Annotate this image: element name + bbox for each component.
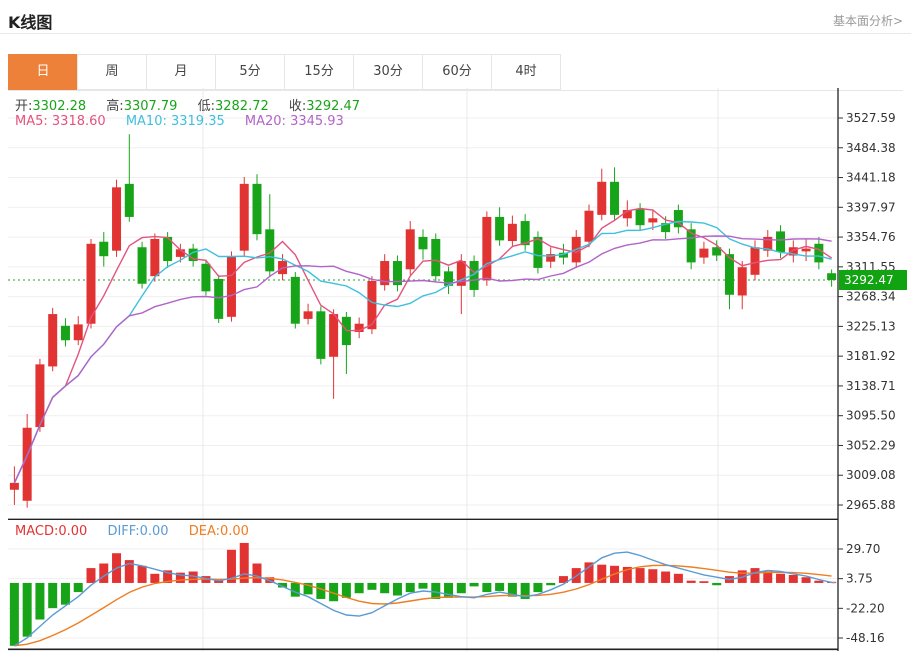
y-axis-label: 3095.50 [846,409,896,423]
ma-lines-layer [13,207,832,484]
y-axis-label: 3527.59 [846,111,896,125]
diff-label: DIFF: [107,524,140,539]
candles-layer [9,134,837,508]
y-axis-label: 3484.38 [846,141,896,155]
macd-axis-label: -22.20 [846,601,885,615]
ohlc-legend: 开:3302.28 高:3307.79 低:3282.72 收:3292.47 [15,95,376,114]
ma-legend: MA5: 3318.60 MA10: 3319.35 MA20: 3345.93 [15,114,360,129]
close-label: 收: [288,99,307,114]
open-value: 3302.28 [32,99,87,114]
candlestick-chart[interactable]: 3527.593484.383441.183397.973354.763311.… [0,88,911,520]
tab-30min[interactable]: 30分 [353,54,423,90]
macd-axis-label: 29.70 [846,542,880,556]
y-axis-label: 3052.29 [846,438,896,452]
y-axis-label: 3225.13 [846,319,896,333]
tab-15min[interactable]: 15分 [284,54,354,90]
low-label: 低: [197,99,215,114]
y-axis-label: 3181.92 [846,349,896,363]
macd-axis-label: -48.16 [846,631,885,645]
macd-value: 0.00 [58,524,88,539]
page-title: K线图 [8,13,53,32]
header-divider [0,33,911,34]
macd-axis-label: 3.75 [846,572,873,586]
fundamental-analysis-link[interactable]: 基本面分析> [832,14,903,28]
current-price-tag: 3292.47 [839,270,907,290]
ma10-value: 3319.35 [170,114,225,129]
tab-4hour[interactable]: 4时 [491,54,561,90]
period-tabbar: 日 周 月 5分 15分 30分 60分 4时 [8,54,903,91]
ma5-label: MA5: [15,114,48,129]
tab-60min[interactable]: 60分 [422,54,492,90]
dea-label: DEA: [188,524,220,539]
tab-5min[interactable]: 5分 [215,54,285,90]
macd-label: MACD: [15,524,59,539]
tab-day[interactable]: 日 [8,54,78,90]
ma10-line [13,220,832,484]
ma5-line [13,207,832,484]
macd-histogram [9,542,837,646]
y-axis: 3527.593484.383441.183397.973354.763311.… [8,88,896,520]
y-axis-label: 3354.76 [846,230,896,244]
dea-line [14,564,832,647]
diff-line [14,551,832,647]
high-value: 3307.79 [123,99,178,114]
ma20-line [13,235,832,484]
high-label: 高: [106,99,124,114]
macd-legend: MACD:0.00 DIFF:0.00 DEA:0.00 [15,524,265,539]
macd-chart[interactable]: 29.70 3.75 -22.20 -48.16 [0,520,911,651]
dea-value: 0.00 [220,524,249,539]
y-axis-label: 3397.97 [846,200,896,214]
macd-y-axis: 29.70 3.75 -22.20 -48.16 [8,520,885,651]
open-label: 开: [15,99,33,114]
diff-value: 0.00 [139,524,169,539]
low-value: 3282.72 [214,99,269,114]
ma5-value: 3318.60 [51,114,106,129]
tab-month[interactable]: 月 [146,54,216,90]
ma10-label: MA10: [125,114,167,129]
y-axis-label: 3138.71 [846,379,896,393]
y-axis-label: 3009.08 [846,468,896,482]
y-axis-label: 2965.88 [846,498,896,512]
ma20-value: 3345.93 [290,114,344,129]
ma20-label: MA20: [244,114,286,129]
y-axis-label: 3441.18 [846,171,896,185]
y-axis-label: 3268.34 [846,290,896,304]
grid-layer [8,88,838,520]
tab-week[interactable]: 周 [77,54,147,90]
close-value: 3292.47 [306,99,361,114]
